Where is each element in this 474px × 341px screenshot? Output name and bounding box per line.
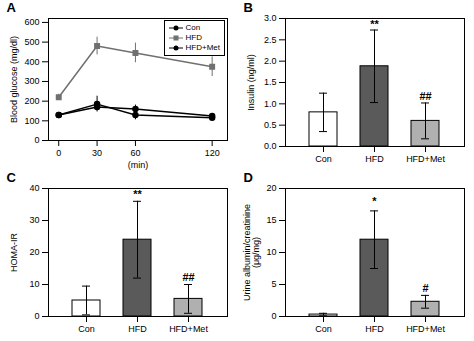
svg-text:20: 20: [266, 183, 276, 193]
svg-text:HFD+Met: HFD+Met: [169, 324, 208, 334]
svg-text:(min): (min): [128, 160, 149, 170]
svg-text:60: 60: [130, 148, 140, 158]
svg-text:#: #: [422, 282, 428, 294]
svg-text:300: 300: [24, 76, 39, 86]
svg-text:Con: Con: [315, 154, 332, 164]
svg-text:10: 10: [266, 247, 276, 257]
svg-text:3.0: 3.0: [264, 13, 277, 23]
svg-text:Insulin (ng/ml): Insulin (ng/ml): [246, 54, 256, 111]
svg-text:500: 500: [24, 37, 39, 47]
svg-text:15: 15: [266, 215, 276, 225]
svg-text:**: **: [133, 188, 142, 200]
html-text:HFD+Met: HFD+Met: [185, 43, 220, 52]
svg-text:0.0: 0.0: [264, 141, 277, 151]
svg-text:1.0: 1.0: [264, 99, 277, 109]
svg-text:0: 0: [271, 311, 276, 321]
svg-text:Urine albumin/creatinine(μg/mg: Urine albumin/creatinine(μg/mg): [242, 204, 261, 301]
svg-text:5: 5: [271, 279, 276, 289]
svg-text:HFD+Met: HFD+Met: [406, 154, 445, 164]
svg-text:0: 0: [56, 148, 61, 158]
svg-text:0: 0: [34, 135, 39, 145]
svg-text:B: B: [244, 0, 253, 15]
svg-text:30: 30: [92, 148, 102, 158]
svg-text:##: ##: [419, 90, 431, 102]
svg-text:0.5: 0.5: [264, 120, 277, 130]
svg-text:HFD: HFD: [128, 324, 147, 334]
svg-text:D: D: [244, 170, 253, 185]
svg-text:200: 200: [24, 96, 39, 106]
svg-text:A: A: [7, 0, 17, 15]
svg-text:HOMA-IR: HOMA-IR: [9, 233, 19, 272]
svg-text:2.5: 2.5: [264, 35, 277, 45]
svg-text:HFD+Met: HFD+Met: [406, 324, 445, 334]
svg-text:2.0: 2.0: [264, 56, 277, 66]
svg-text:100: 100: [24, 116, 39, 126]
html-text:Con: Con: [185, 23, 201, 32]
svg-text:30: 30: [29, 215, 39, 225]
svg-text:**: **: [370, 18, 379, 30]
svg-text:600: 600: [24, 17, 39, 27]
svg-text:120: 120: [205, 148, 220, 158]
html-text:HFD: HFD: [185, 33, 202, 42]
svg-text:0: 0: [34, 311, 39, 321]
svg-text:20: 20: [29, 247, 39, 257]
svg-text:Con: Con: [315, 324, 332, 334]
svg-text:Con: Con: [78, 324, 95, 334]
svg-text:##: ##: [182, 271, 194, 283]
svg-text:10: 10: [29, 279, 39, 289]
svg-text:Blood glucose (mg/dl): Blood glucose (mg/dl): [9, 36, 19, 123]
svg-text:1.5: 1.5: [264, 77, 277, 87]
svg-text:400: 400: [24, 57, 39, 67]
svg-text:HFD: HFD: [365, 154, 384, 164]
svg-text:C: C: [7, 170, 17, 185]
svg-text:HFD: HFD: [365, 324, 384, 334]
svg-text:*: *: [372, 195, 377, 207]
svg-text:40: 40: [29, 183, 39, 193]
